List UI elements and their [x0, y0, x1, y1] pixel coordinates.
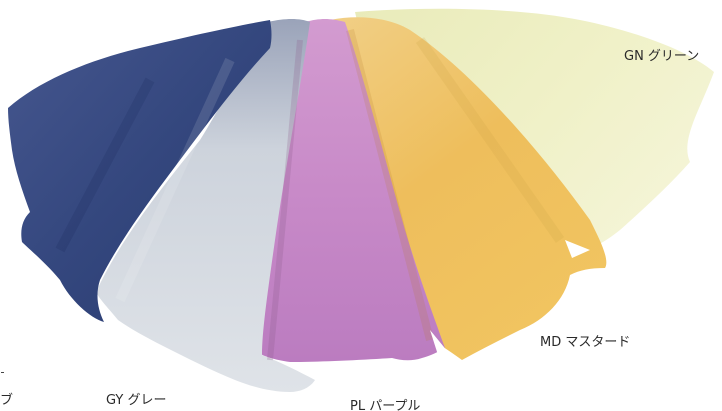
- swatch-mustard: [330, 17, 607, 361]
- swatch-purple: [258, 19, 445, 362]
- label-edge-fragment: ブ: [0, 393, 14, 408]
- label-mustard: MD マスタード: [540, 335, 631, 350]
- swatch-gray: [96, 19, 315, 392]
- label-green: GN グリーン: [624, 49, 700, 64]
- label-purple: PL パープル: [350, 399, 421, 411]
- swatch-navy: [8, 20, 272, 322]
- edge-tick: [1, 372, 4, 373]
- label-gray: GY グレー: [106, 393, 167, 408]
